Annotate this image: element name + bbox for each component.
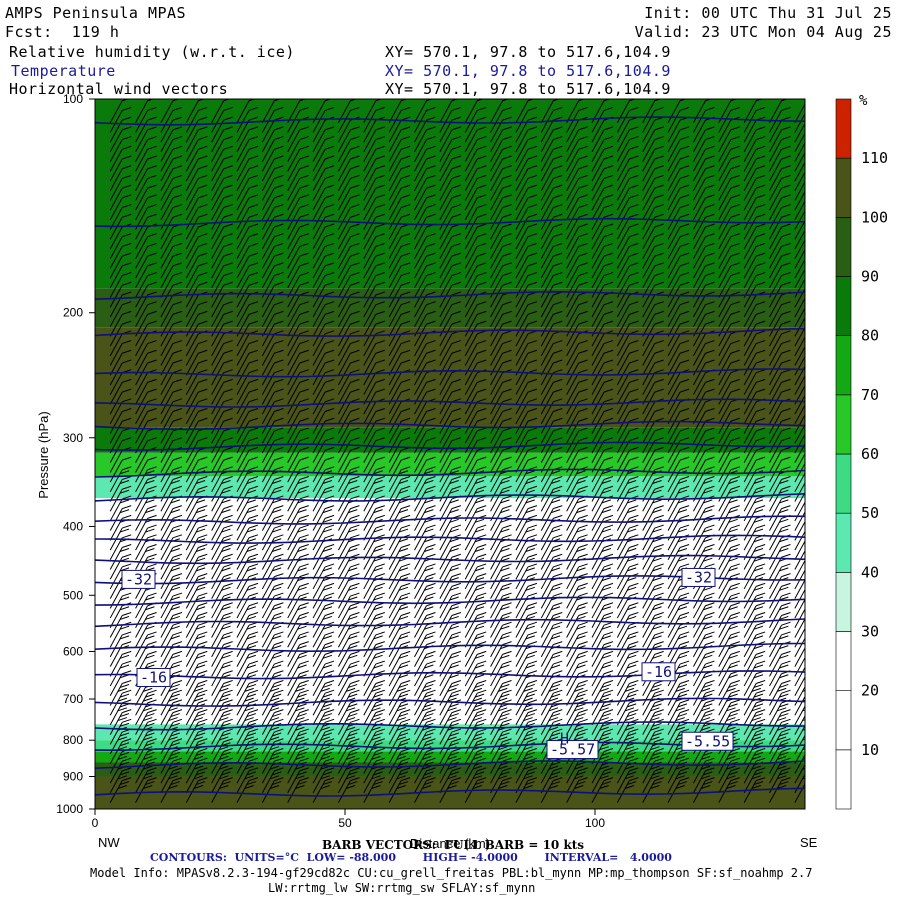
colorbar-label: 90 [861,268,879,286]
contour-label: -5.55 [685,732,730,750]
colorbar-segment [836,277,851,336]
colorbar-segment [836,572,851,631]
model-info-line-2: LW:rrtmg_lw SW:rrtmg_sw SFLAY:sf_mynn [268,881,535,895]
y-tick-label: 400 [63,519,83,533]
colorbar-segment [836,217,851,276]
colorbar-label: 20 [861,682,879,700]
colorbar-label: 110 [861,149,888,167]
barb-legend: BARB VECTORS: FULL BARB = 10 kts [322,838,584,852]
contour-legend: CONTOURS: UNITS=°C LOW= -88.000 HIGH= -4… [150,851,672,864]
contour-label: -32 [685,568,712,586]
colorbar-label: 70 [861,386,879,404]
se-label: SE [800,835,818,850]
y-tick-label: 700 [63,692,83,706]
colorbar-label: 80 [861,327,879,345]
x-tick-label: 50 [338,816,352,830]
colorbar-label: 30 [861,623,879,641]
colorbar-label: 100 [861,208,888,226]
nw-label: NW [98,835,120,850]
contour-label: -32 [125,570,152,588]
colorbar-unit: % [859,93,868,109]
x-tick-label: 100 [585,816,605,830]
y-tick-label: 600 [63,644,83,658]
colorbar-segment [836,395,851,454]
colorbar-segment [836,454,851,513]
colorbar-label: 10 [861,741,879,759]
annotation-high: H [560,729,569,747]
y-tick-label: 500 [63,588,83,602]
contour-label: -16 [645,663,672,681]
y-tick-label: 100 [63,92,83,106]
colorbar: 10 20 30 40 50 60 70 80 90 100 110% [836,93,888,809]
contour-label: -16 [140,668,167,686]
colorbar-segment [836,99,851,158]
y-tick-label: 800 [63,733,83,747]
x-tick-label: 0 [92,816,99,830]
colorbar-label: 60 [861,445,879,463]
colorbar-segment [836,750,851,809]
colorbar-segment [836,158,851,217]
rh-band-5 [95,476,805,498]
y-tick-label: 300 [63,431,83,445]
colorbar-segment [836,336,851,395]
colorbar-segment [836,691,851,750]
y-axis-label: Pressure (hPa) [36,411,51,498]
model-info-line-1: Model Info: MPASv8.2.3-194-gf29cd82c CU:… [90,866,812,880]
colorbar-segment [836,632,851,691]
y-tick-label: 900 [63,770,83,784]
y-tick-label: 1000 [56,802,83,816]
colorbar-segment [836,513,851,572]
contour-label: -5.57 [550,741,595,759]
colorbar-label: 50 [861,504,879,522]
y-tick-label: 200 [63,306,83,320]
colorbar-label: 40 [861,563,879,581]
